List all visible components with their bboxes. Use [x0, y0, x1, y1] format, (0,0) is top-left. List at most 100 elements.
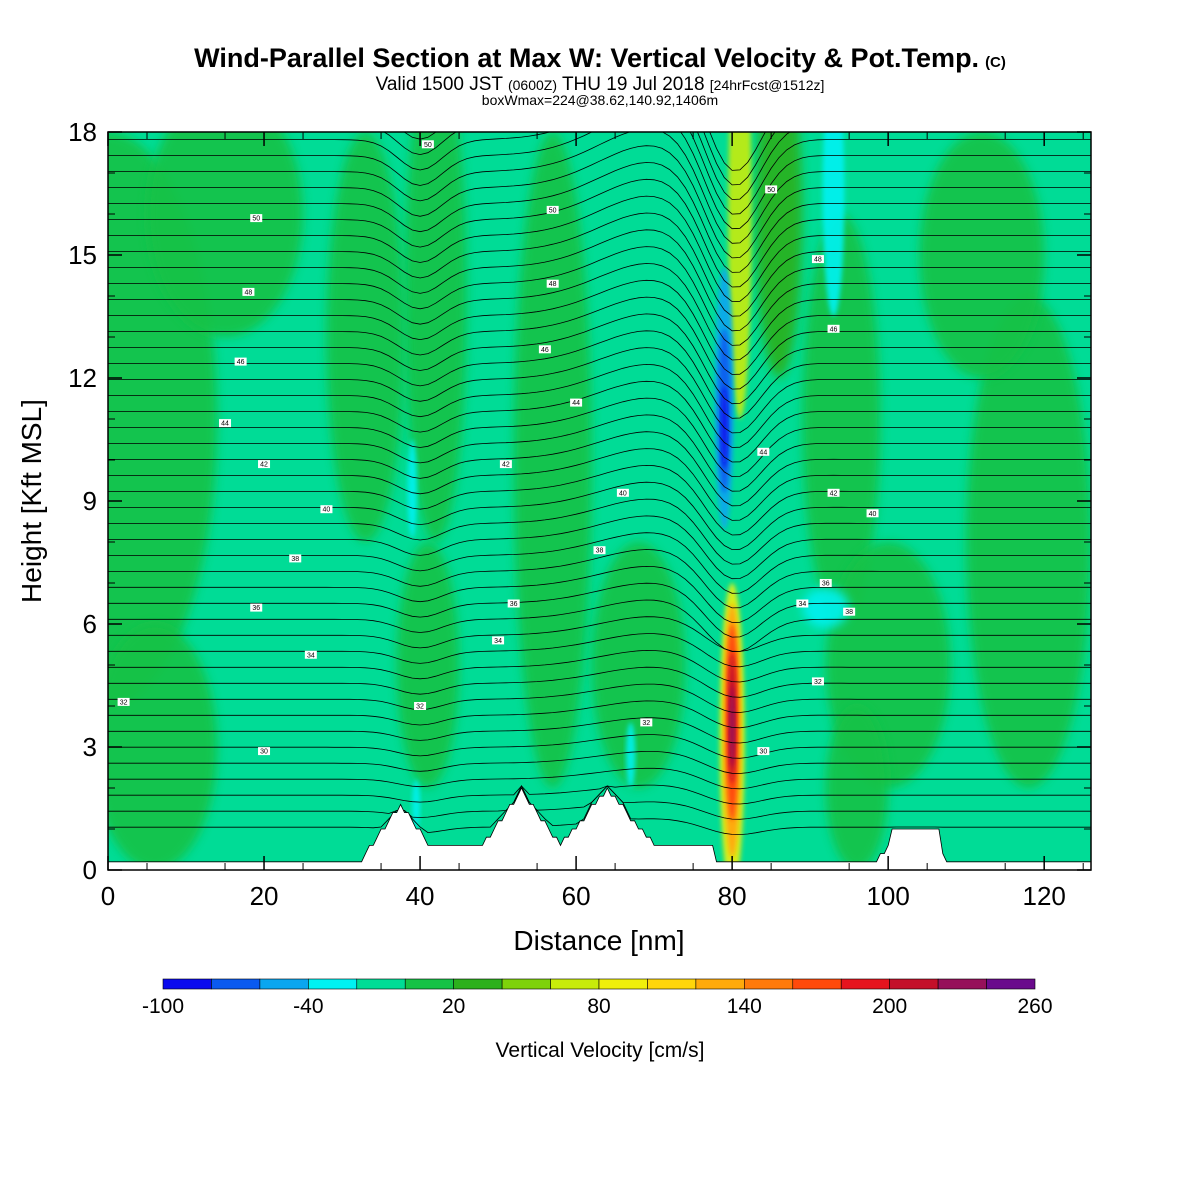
contour-label-box [289, 554, 302, 563]
x-axis-label: Distance [nm] [513, 925, 684, 956]
potential-temperature-contours [108, 132, 1091, 836]
contour-label: 42 [830, 490, 838, 497]
title-block: Wind-Parallel Section at Max W: Vertical… [0, 42, 1200, 107]
isentrope [108, 683, 1091, 713]
x-tick-label: 100 [866, 881, 909, 911]
isentrope [108, 363, 1091, 448]
colorbar-swatch [211, 978, 261, 990]
updraft-region [396, 542, 460, 788]
colorbar-swatch [259, 978, 309, 990]
contour-label-box [117, 697, 130, 706]
contour-label: 34 [307, 652, 315, 659]
updraft-region [755, 132, 803, 378]
contour-label: 46 [830, 326, 838, 333]
updraft-region [404, 132, 467, 542]
isentrope [108, 649, 1091, 683]
contour-label: 34 [494, 638, 502, 645]
downdraft-region [822, 132, 845, 317]
isentrope [108, 145, 1091, 259]
y-tick-label: 0 [83, 855, 97, 885]
isentrope [108, 380, 1091, 463]
contour-label-box [811, 677, 824, 686]
contour-label-box [640, 718, 653, 727]
colorbar-swatch [889, 978, 939, 990]
colorbar-title: Vertical Velocity [cm/s] [496, 1039, 705, 1062]
downdraft-region [412, 779, 421, 830]
terrain-profile [108, 787, 1091, 870]
colorbar-tick-label: 140 [727, 995, 762, 1018]
colorbar-swatch [840, 978, 890, 990]
colorbar-swatch [647, 978, 697, 990]
y-tick-label: 6 [83, 609, 97, 639]
x-tick-label: 20 [250, 881, 279, 911]
isentrope [108, 498, 1091, 565]
updraft-region [591, 542, 686, 788]
isentrope [108, 582, 1091, 638]
contour-label-box [414, 702, 427, 710]
isentrope [108, 448, 1091, 521]
colorbar-swatch [162, 978, 212, 990]
colorbar-tick-label: 260 [1017, 995, 1052, 1018]
isentrope [108, 263, 1091, 361]
isentrope [108, 599, 1091, 653]
contour-label: 32 [416, 704, 424, 711]
contour-label-box [546, 205, 559, 214]
colorbar-swatch [744, 978, 794, 990]
contour-label: 38 [291, 556, 299, 563]
isentrope [108, 132, 1091, 230]
contour-label-box [796, 599, 809, 608]
copyright-mark: (C) [985, 54, 1006, 71]
x-tick-label: 0 [101, 881, 115, 911]
isentrope [108, 212, 1091, 317]
contour-label-box [765, 185, 778, 194]
contour-label-box [757, 447, 770, 456]
isentrope [108, 700, 1091, 729]
contour-label-box [250, 603, 263, 612]
contour-label: 46 [541, 347, 549, 354]
contour-label: 32 [120, 699, 128, 706]
contour-label-box [242, 287, 255, 296]
updraft-region [802, 214, 881, 624]
isentrope [108, 162, 1091, 273]
contour-label: 44 [759, 449, 767, 456]
updraft-region [147, 132, 304, 337]
contour-label-box [258, 460, 271, 469]
isentrope [108, 565, 1091, 623]
isentrope [108, 414, 1091, 492]
contour-label-box [320, 505, 333, 514]
colorbar-swatch [404, 978, 454, 990]
contour-label: 36 [510, 601, 518, 608]
contour-label: 48 [814, 257, 822, 264]
downdraft-region [802, 587, 850, 629]
colorbar-swatch [695, 978, 745, 990]
contour-label-box [546, 279, 559, 288]
contour-label: 32 [642, 720, 650, 727]
contour-label-box [492, 636, 505, 645]
isentrope [108, 633, 1091, 668]
colorbar-tick-label: 200 [872, 995, 907, 1018]
contour-label: 32 [814, 679, 822, 686]
colorbar-tick-label: 80 [587, 995, 610, 1018]
contour-label-box [616, 488, 629, 497]
contour-label-box [499, 460, 512, 469]
colorbar-swatch [501, 978, 551, 990]
colorbar-swatch [308, 978, 358, 990]
colorbar-swatch [986, 978, 1036, 990]
isentrope [108, 132, 1091, 244]
contour-label: 42 [260, 462, 268, 469]
isentrope [108, 330, 1091, 419]
colorbar-tick-label: -40 [293, 995, 323, 1018]
contour-label: 48 [245, 289, 253, 296]
isentrope [108, 717, 1091, 744]
contour-label: 40 [869, 511, 877, 518]
contour-label: 36 [252, 605, 260, 612]
contour-label: 50 [549, 207, 557, 214]
isentrope [108, 666, 1091, 698]
contour-label: 30 [260, 749, 268, 756]
isentrope [108, 195, 1091, 303]
contour-label-box [258, 747, 271, 756]
y-axis-label: Height [Kft MSL] [16, 399, 47, 603]
isentrope [108, 296, 1091, 390]
